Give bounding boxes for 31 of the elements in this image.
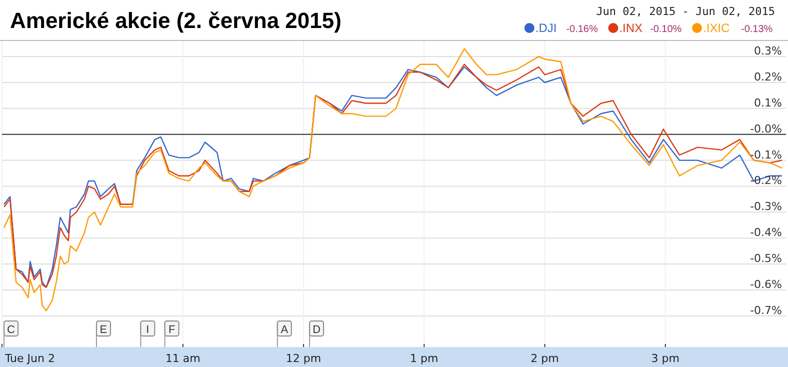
x-tick-label: 2 pm [530, 352, 559, 365]
ref-line-label: F [168, 324, 176, 336]
y-tick-label: 0.1% [754, 96, 782, 110]
x-tick-label: 1 pm [410, 352, 438, 365]
x-tick-label: 12 pm [286, 352, 322, 365]
legend-label: .INX [619, 21, 643, 35]
y-tick-label: -0.7% [750, 304, 782, 317]
y-tick-label: -0.5% [750, 252, 782, 266]
y-tick-label: 0.2% [754, 70, 782, 84]
ref-line-label: C [7, 324, 16, 336]
legend-label: .IXIC [703, 21, 730, 35]
y-tick-label: -0.6% [750, 278, 782, 291]
ref-line-label: D [312, 324, 321, 336]
text: -0.13% [741, 24, 773, 35]
y-tick-label: -0.4% [750, 226, 782, 240]
text: -0.10% [650, 24, 682, 35]
legend-label: .DJI [535, 21, 557, 35]
y-tick-label: -0.1% [750, 148, 782, 162]
ref-line-label: I [146, 324, 150, 336]
ref-line-label: A [280, 324, 289, 336]
ref-line-label: E [100, 324, 108, 336]
x-tick-label: 11 am [165, 352, 200, 365]
y-tick-label: -0.2% [750, 174, 782, 188]
y-tick-label: -0.3% [750, 200, 782, 214]
chart-title: Americké akcie (2. června 2015) [10, 8, 342, 33]
y-tick-label: 0.3% [754, 44, 782, 58]
x-tick-label: Tue Jun 2 [4, 352, 55, 365]
text: -0.16% [566, 24, 598, 35]
x-tick-label: 3 pm [651, 352, 680, 365]
y-tick-label: -0.0% [750, 122, 782, 136]
text: Jun 02, 2015 - Jun 02, 2015 [596, 5, 775, 18]
